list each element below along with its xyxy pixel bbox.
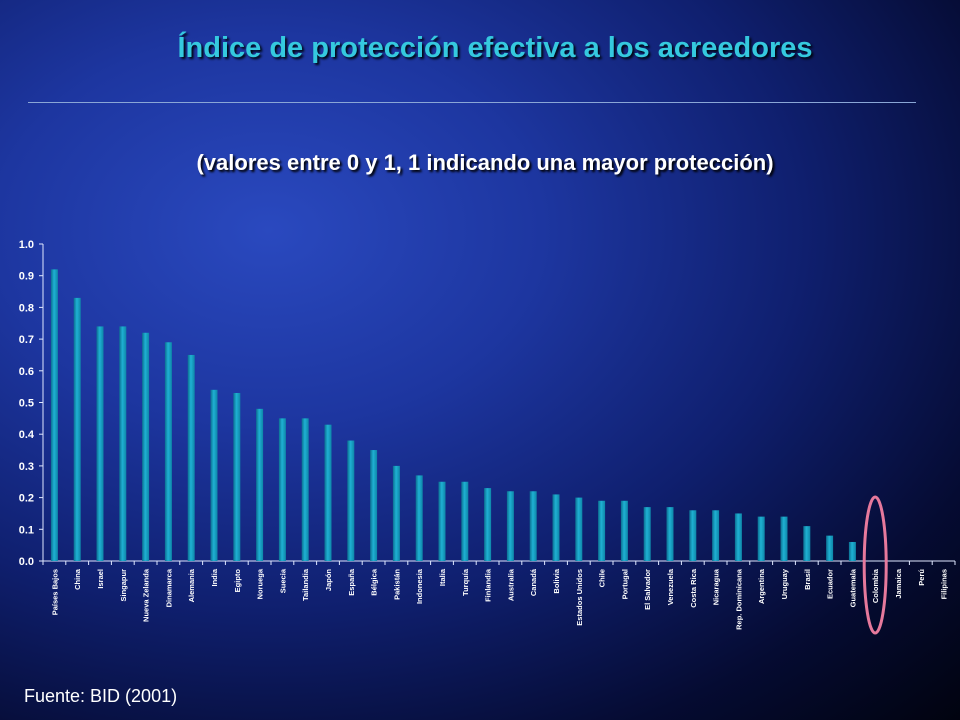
bar [484, 488, 492, 561]
bar [734, 513, 742, 561]
bar [278, 418, 286, 561]
bar [438, 481, 446, 561]
x-tick-label: Alemania [187, 568, 196, 602]
bar [73, 297, 81, 561]
x-tick-label: Jamaica [894, 568, 903, 598]
x-tick-label: Filipinas [940, 569, 949, 599]
bar [370, 450, 378, 561]
x-tick-label: Suecia [278, 568, 287, 593]
bar [96, 326, 104, 561]
bar [347, 440, 355, 561]
bar [575, 497, 583, 561]
x-tick-label: Pakistán [392, 569, 401, 600]
x-tick-label: Noruega [256, 568, 265, 599]
bar [506, 491, 514, 561]
bar [301, 418, 309, 561]
bar [119, 326, 127, 561]
bar [256, 408, 264, 561]
x-tick-label: Venezuela [666, 568, 675, 605]
bar [826, 535, 834, 561]
bar [803, 526, 811, 561]
y-tick-label: 0.0 [19, 556, 34, 568]
y-tick-label: 0.8 [19, 302, 34, 314]
bar [324, 424, 332, 561]
bar [757, 516, 765, 561]
title-divider [28, 102, 916, 103]
bar [415, 475, 423, 561]
x-tick-label: Australia [506, 568, 515, 601]
x-tick-label: Rep. Dominicana [734, 568, 743, 630]
x-tick-label: Dinamarca [164, 568, 173, 607]
bar [643, 507, 651, 561]
x-tick-label: Bolivia [552, 568, 561, 593]
bar [552, 494, 560, 561]
x-tick-label: Canadá [529, 568, 538, 596]
bar [780, 516, 788, 561]
chart-subtitle: (valores entre 0 y 1, 1 indicando una ma… [196, 150, 774, 175]
bar [712, 510, 720, 561]
x-tick-label: Turquía [461, 568, 470, 596]
x-tick-label: Finlandia [484, 568, 493, 602]
bar [529, 491, 537, 561]
y-tick-label: 0.4 [19, 429, 35, 441]
bar [461, 481, 469, 561]
y-tick-label: 0.1 [19, 524, 34, 536]
bar [848, 541, 856, 561]
bar [689, 510, 697, 561]
y-tick-label: 0.2 [19, 493, 34, 505]
bar [210, 389, 218, 561]
x-tick-label: Ecuador [826, 569, 835, 599]
x-tick-label: Colombia [871, 568, 880, 603]
x-tick-label: Italia [438, 568, 447, 586]
x-tick-label: Argentina [757, 568, 766, 604]
source-note: Fuente: BID (2001) [24, 686, 178, 706]
x-tick-label: Egipto [233, 569, 242, 593]
x-tick-label: Japón [324, 569, 333, 592]
x-tick-label: Costa Rica [689, 568, 698, 608]
y-tick-label: 0.5 [19, 398, 34, 410]
x-tick-label: Tailandia [301, 568, 310, 601]
x-tick-label: Países Bajos [50, 569, 59, 615]
x-tick-label: Bélgica [370, 568, 379, 596]
x-tick-label: El Salvador [643, 569, 652, 610]
bar [164, 342, 172, 561]
bar [142, 332, 150, 561]
x-tick-label: Israel [96, 569, 105, 589]
y-tick-label: 0.7 [19, 334, 34, 346]
x-tick-label: China [73, 568, 82, 590]
x-tick-label: Brasil [803, 569, 812, 590]
x-tick-label: Uruguay [780, 568, 789, 599]
bar [598, 500, 606, 561]
highlight-ellipse [862, 495, 888, 635]
bar [392, 465, 400, 561]
y-tick-label: 0.3 [19, 461, 34, 473]
x-tick-label: Singapur [119, 569, 128, 602]
bar [233, 392, 241, 561]
y-tick-label: 0.9 [19, 271, 34, 283]
x-tick-label: Guatemala [848, 568, 857, 607]
x-tick-label: Nicaragua [712, 568, 721, 605]
y-tick-label: 0.6 [19, 366, 34, 378]
x-tick-label: India [210, 568, 219, 586]
x-tick-label: Indonesia [415, 568, 424, 604]
bar-chart: 0.0 0.1 0.2 0.3 0.4 0.5 0.6 0.7 0.8 0.9 1.0 Países … [19, 239, 956, 635]
bar [620, 500, 628, 561]
x-tick-label: Nueva Zelanda [142, 568, 151, 622]
bar [666, 507, 674, 561]
x-tick-label: Portugal [620, 569, 629, 599]
x-tick-label: Estados Unidos [575, 569, 584, 626]
x-tick-label: Chile [598, 569, 607, 587]
x-tick-label: Perú [917, 569, 926, 586]
bar [50, 269, 58, 561]
slide-title: Índice de protección efectiva a los acre… [177, 32, 813, 64]
bar [187, 354, 195, 561]
x-tick-label: España [347, 568, 356, 596]
y-tick-label: 1.0 [19, 239, 34, 251]
